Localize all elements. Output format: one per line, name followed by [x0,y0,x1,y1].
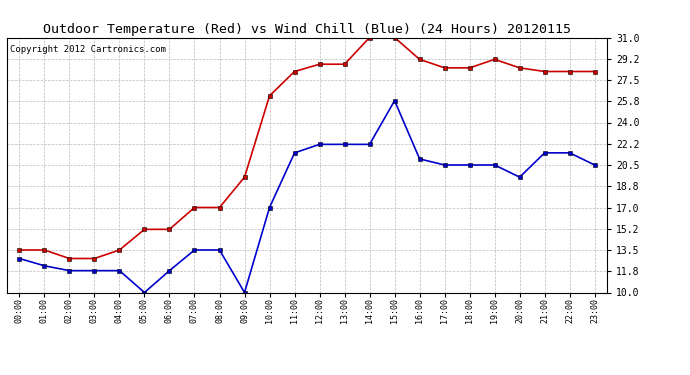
Title: Outdoor Temperature (Red) vs Wind Chill (Blue) (24 Hours) 20120115: Outdoor Temperature (Red) vs Wind Chill … [43,23,571,36]
Text: Copyright 2012 Cartronics.com: Copyright 2012 Cartronics.com [10,45,166,54]
